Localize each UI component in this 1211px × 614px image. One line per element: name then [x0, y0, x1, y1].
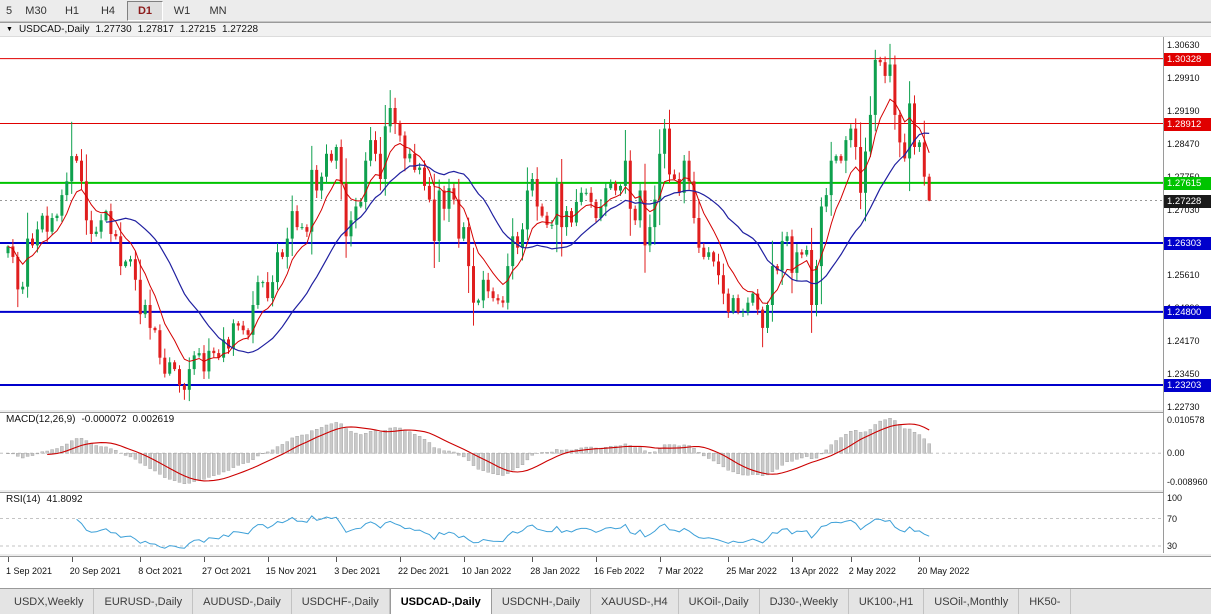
- time-axis[interactable]: 1 Sep 2021 20 Sep 2021 8 Oct 2021 27 Oct 20…: [0, 557, 1211, 589]
- time-axis-tick: [919, 557, 921, 562]
- macd-signal-value: 0.002619: [132, 414, 175, 425]
- time-axis-tick: [400, 557, 401, 562]
- hline-price-tag: 1.24800: [1164, 305, 1211, 319]
- price-axis-label: 1.30630: [1167, 39, 1200, 50]
- timeframe-button-h1[interactable]: H1: [64, 4, 80, 17]
- rsi-panel[interactable]: RSI(14) 41.8092: [0, 493, 1163, 553]
- price-axis-label: 1.28470: [1167, 138, 1200, 149]
- timeframe-button-mn[interactable]: MN: [209, 4, 227, 17]
- time-axis-tick: [659, 557, 661, 562]
- time-axis-tick: [71, 557, 73, 562]
- price-axis-label: 1.25610: [1167, 269, 1200, 280]
- time-axis-label: 13 Apr 2022: [790, 566, 839, 576]
- time-axis-tick: [792, 557, 793, 562]
- chart-tab[interactable]: USDCNH-,Daily: [492, 589, 592, 614]
- price-axis-label: 1.22730: [1167, 401, 1200, 412]
- chart-tab[interactable]: USDCHF-,Daily: [292, 589, 390, 614]
- time-axis-label: 20 Sep 2021: [69, 566, 121, 576]
- price-axis-label: 1.23450: [1167, 368, 1200, 379]
- time-axis-label: 2 May 2022: [848, 566, 896, 576]
- hline-price-tag: 1.30328: [1164, 52, 1211, 66]
- timeframe-button-w1[interactable]: W1: [173, 4, 191, 17]
- chart-window: ▼ USDCAD-,Daily 1.27730 1.27817 1.27215 …: [0, 22, 1211, 589]
- time-axis-tick: [850, 557, 852, 562]
- price-axis-label: 1.29190: [1167, 105, 1200, 116]
- time-axis-tick: [336, 557, 338, 562]
- ohlc-open: 1.27730: [95, 24, 132, 35]
- chart-titlebar: ▼ USDCAD-,Daily 1.27730 1.27817 1.27215 …: [0, 23, 1211, 37]
- rsi-value: 41.8092: [46, 494, 83, 505]
- chart-tab[interactable]: AUDUSD-,Daily: [193, 589, 292, 614]
- hline-price-tag: 1.28912: [1164, 117, 1211, 131]
- time-axis-tick: [463, 557, 465, 562]
- macd-label: MACD(12,26,9): [6, 414, 76, 425]
- time-axis-tick: [8, 557, 9, 562]
- timeframe-button-h4[interactable]: H4: [100, 4, 116, 17]
- panel-resize-handle[interactable]: [0, 553, 1211, 557]
- rsi-axis-label: 30: [1167, 541, 1178, 551]
- time-axis-tick: [267, 557, 269, 562]
- panel-resize-handle[interactable]: [0, 409, 1211, 413]
- time-axis-label: 25 Mar 2022: [726, 566, 777, 576]
- time-axis-label: 7 Mar 2022: [657, 566, 704, 576]
- macd-axis-label: 0.010578: [1167, 415, 1205, 425]
- rsi-title: RSI(14) 41.8092: [4, 494, 85, 505]
- time-axis-tick: [204, 557, 205, 562]
- chart-tab[interactable]: UK100-,H1: [849, 589, 925, 614]
- time-axis-label: 27 Oct 2021: [202, 566, 252, 576]
- panel-resize-handle[interactable]: [0, 489, 1211, 493]
- hline-price-tag: 1.23203: [1164, 379, 1211, 392]
- macd-axis-label: -0.008960: [1167, 477, 1208, 487]
- macd-axis-label: 0.00: [1167, 448, 1185, 459]
- time-axis-label: 28 Jan 2022: [530, 566, 580, 576]
- current-price-tag: 1.27228: [1164, 194, 1211, 208]
- chart-tab[interactable]: USDCAD-,Daily: [389, 589, 492, 614]
- chart-menu-icon[interactable]: ▼: [6, 26, 13, 33]
- rsi-label: RSI(14): [6, 494, 41, 505]
- time-axis-label: 22 Dec 2021: [398, 566, 450, 576]
- price-axis-label: 1.27030: [1167, 204, 1200, 215]
- chart-tab[interactable]: EURUSD-,Daily: [94, 589, 194, 614]
- main-chart-plot[interactable]: [0, 37, 1163, 409]
- time-axis-label: 15 Nov 2021: [265, 566, 317, 576]
- rsi-axis-label: 70: [1167, 513, 1178, 524]
- hline-price-tag: 1.27615: [1164, 176, 1211, 190]
- ohlc-close: 1.27228: [221, 24, 259, 35]
- timeframe-button-5[interactable]: 5: [5, 4, 13, 17]
- time-axis-label: 3 Dec 2021: [334, 566, 381, 576]
- ohlc-low: 1.27215: [179, 24, 216, 35]
- macd-value: -0.000072: [81, 414, 127, 425]
- timeframe-toolbar: 5 M30 H1 H4 D1 W1 MN: [0, 0, 1211, 22]
- price-axis-label: 1.29910: [1167, 72, 1200, 83]
- chart-tab[interactable]: USDX,Weekly: [4, 589, 95, 614]
- time-axis-label: 1 Sep 2021: [6, 566, 53, 576]
- time-axis-label: 10 Jan 2022: [461, 566, 512, 576]
- ohlc-high: 1.27817: [137, 24, 174, 35]
- time-axis-label: 20 May 2022: [917, 566, 970, 576]
- time-axis-tick: [140, 557, 142, 562]
- hline-price-tag: 1.26303: [1164, 237, 1211, 250]
- chart-tab-bar: USDX,Weekly EURUSD-,Daily AUDUSD-,Daily USD…: [0, 588, 1211, 614]
- chart-symbol-title: USDCAD-,Daily: [18, 24, 90, 35]
- rsi-axis-label: 100: [1167, 493, 1183, 503]
- macd-panel[interactable]: MACD(12,26,9) -0.000072 0.002619: [0, 413, 1163, 489]
- time-axis-label: 8 Oct 2021: [138, 566, 183, 576]
- timeframe-button-m30[interactable]: M30: [25, 4, 47, 17]
- time-axis-label: 16 Feb 2022: [594, 566, 645, 576]
- timeframe-button-d1[interactable]: D1: [127, 0, 163, 21]
- price-axis-label: 1.24170: [1167, 335, 1200, 346]
- price-axis-label: 1.27750: [1164, 172, 1211, 183]
- chart-tab[interactable]: XAUUSD-,H4: [591, 589, 679, 614]
- chart-tab[interactable]: DJ30-,Weekly: [760, 589, 849, 614]
- time-axis-tick: [532, 557, 534, 562]
- time-axis-tick: [596, 557, 597, 562]
- chart-tab[interactable]: HK50-: [1019, 589, 1072, 614]
- price-axis[interactable]: 1.30630 1.29910 1.29190 1.28470 1.27750 1.270…: [1163, 37, 1211, 553]
- macd-title: MACD(12,26,9) -0.000072 0.002619: [4, 414, 177, 425]
- time-axis-tick: [728, 557, 730, 562]
- chart-tab[interactable]: UKOil-,Daily: [679, 589, 760, 614]
- chart-tab[interactable]: USOil-,Monthly: [924, 589, 1020, 614]
